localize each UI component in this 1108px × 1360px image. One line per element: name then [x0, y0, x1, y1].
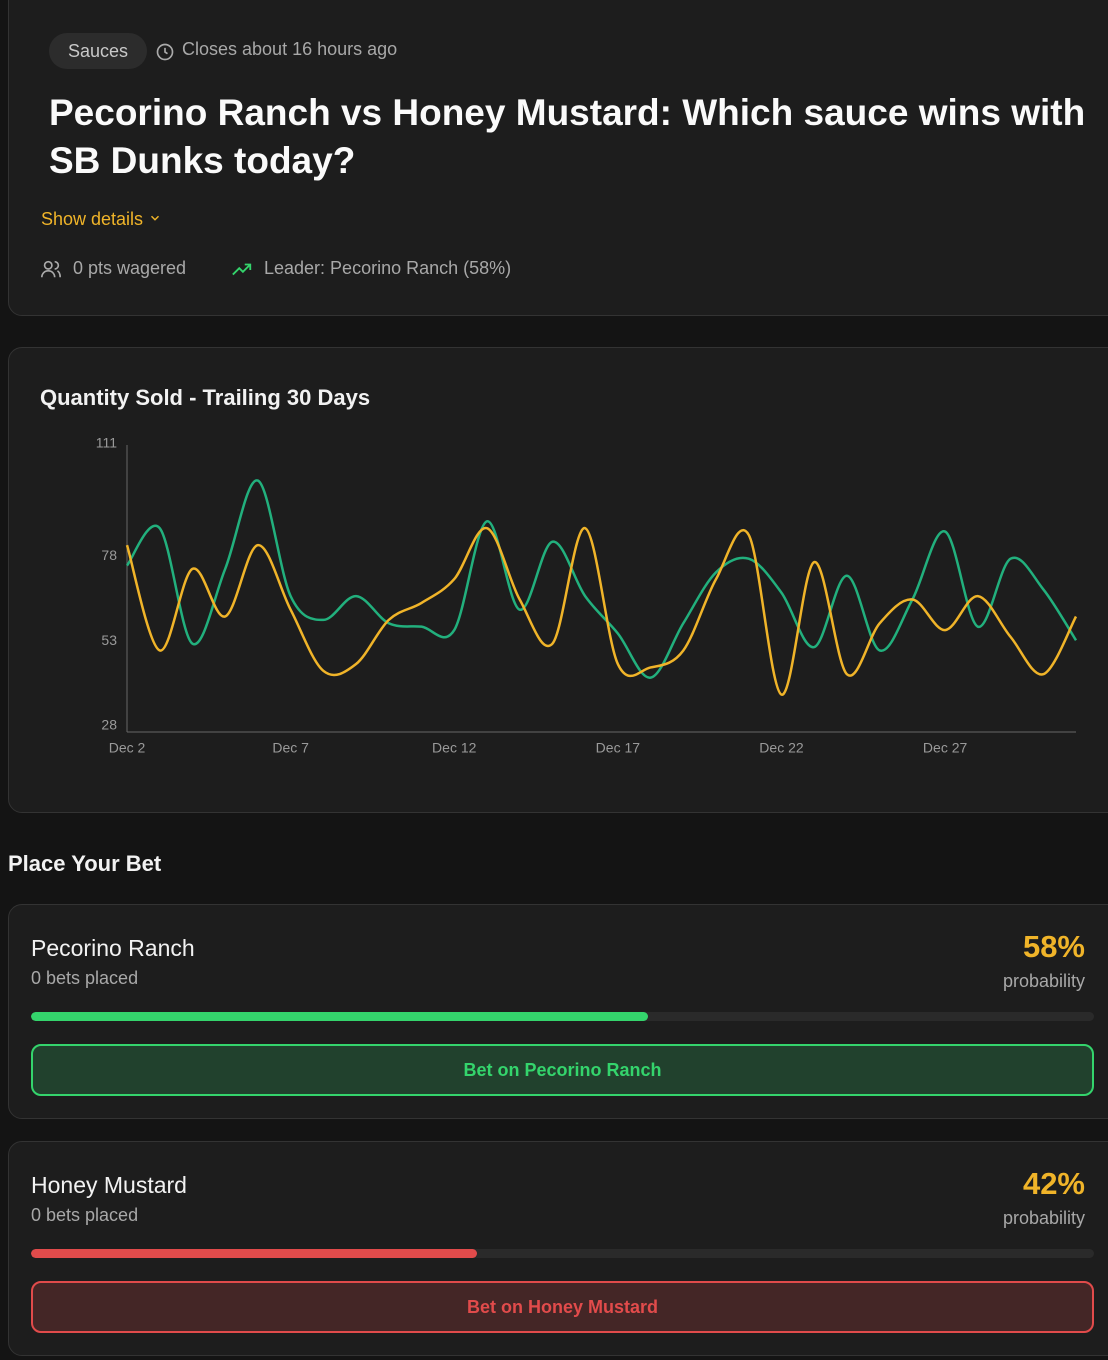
x-tick-label: Dec 27 [923, 740, 968, 756]
users-icon [41, 260, 61, 278]
clock-icon [156, 43, 174, 61]
chart-title: Quantity Sold - Trailing 30 Days [40, 385, 370, 410]
x-tick-label: Dec 7 [272, 740, 309, 756]
probability-track [31, 1012, 1094, 1021]
x-tick-label: Dec 22 [759, 740, 804, 756]
question-title: Pecorino Ranch vs Honey Mustard: Which s… [49, 92, 1086, 181]
category-tag: Sauces [49, 33, 147, 69]
closes-text: Closes about 16 hours ago [182, 39, 398, 59]
bets-count: 0 bets placed [31, 968, 139, 988]
line [125, 479, 1078, 679]
option-name: Honey Mustard [31, 1172, 187, 1198]
show-details[interactable]: Show details [41, 209, 162, 230]
bets-count: 0 bets placed [31, 1205, 139, 1225]
chevron-icon [151, 215, 160, 221]
probability-bar [31, 1012, 648, 1021]
bet-button[interactable]: Bet on Pecorino Ranch [31, 1044, 1094, 1096]
option-name: Pecorino Ranch [31, 935, 195, 961]
y-tick-label: 78 [101, 547, 117, 563]
y-tick-label: 53 [101, 632, 117, 648]
question-card: Sauces Closes about 16 hours ago Pecorin… [8, 0, 1108, 316]
x-tick-label: Dec 2 [109, 740, 146, 756]
probability-caption: probability [1002, 1208, 1085, 1228]
line [125, 526, 1078, 696]
probability-value: 58% [1022, 929, 1085, 964]
probability-value: 42% [1022, 1166, 1085, 1201]
bets-title: Place Your Bet [8, 851, 162, 876]
probability-caption: probability [1002, 971, 1085, 991]
bet-card: Pecorino Ranch 0 bets placed 58% probabilit… [8, 904, 1108, 1119]
bet-button[interactable]: Bet on Honey Mustard [31, 1281, 1094, 1333]
trend-icon [232, 263, 252, 276]
y-tick-label: 28 [101, 717, 117, 733]
chart: Quantity Sold - Trailing 30 Days 28 53 78 1… [40, 385, 1078, 756]
wagered-text: 0 pts wagered [73, 258, 187, 278]
x-tick-label: Dec 12 [432, 740, 477, 756]
leader-text: Leader: Pecorino Ranch (58%) [264, 258, 512, 278]
bet-card: Honey Mustard 0 bets placed 42% probability… [8, 1141, 1108, 1356]
chart-card [8, 347, 1108, 813]
x-tick-label: Dec 17 [596, 740, 641, 756]
probability-bar [31, 1249, 478, 1258]
probability-track [31, 1249, 1094, 1258]
show-details-text[interactable]: Show details [41, 209, 144, 229]
y-tick-label: 111 [96, 435, 117, 451]
